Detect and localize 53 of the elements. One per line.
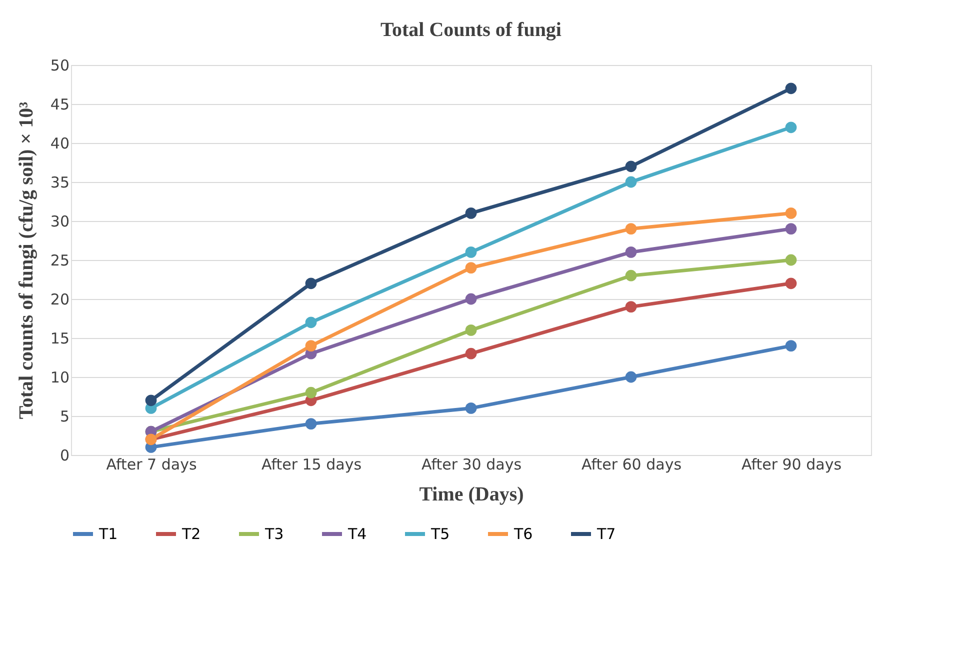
legend-label: T7 (596, 525, 616, 543)
legend-label: T3 (264, 525, 284, 543)
x-tick-label: After 15 days (261, 456, 362, 474)
y-tick-label: 5 (60, 408, 70, 426)
legend-label: T6 (513, 525, 533, 543)
y-tick-label: 30 (50, 212, 70, 230)
x-tick-label: After 60 days (581, 456, 682, 474)
y-tick-label: 20 (50, 290, 70, 308)
point (305, 418, 317, 430)
point (465, 348, 477, 360)
x-tick-label: After 30 days (421, 456, 522, 474)
point (305, 386, 317, 398)
point (785, 278, 797, 290)
point (305, 340, 317, 352)
point (785, 122, 797, 134)
point (785, 340, 797, 352)
point (305, 278, 317, 290)
y-tick-label: 35 (50, 174, 70, 192)
legend-label: T5 (430, 525, 450, 543)
y-tick-label: 45 (50, 96, 70, 114)
point (625, 176, 637, 188)
point (625, 270, 637, 282)
point (625, 301, 637, 312)
y-axis-title: Total counts of fungi (cfu/g soil) × 10³ (15, 102, 38, 420)
x-axis-title: Time (Days) (419, 484, 524, 506)
legend-label: T2 (181, 525, 201, 543)
y-tick-label: 25 (50, 252, 70, 270)
y-tick-label: 40 (50, 134, 70, 152)
point (625, 223, 637, 234)
point (785, 208, 797, 219)
legend-label: T1 (98, 525, 118, 543)
chart-title: Total Counts of fungi (380, 19, 562, 41)
point (465, 324, 477, 336)
y-tick-label: 15 (50, 330, 70, 348)
y-tick-label: 50 (50, 56, 70, 74)
point (145, 394, 157, 406)
legend-label: T4 (347, 525, 367, 543)
point (465, 208, 477, 219)
x-tick-label: After 7 days (106, 456, 197, 474)
y-tick-label: 10 (50, 368, 70, 386)
point (785, 82, 797, 94)
point (465, 293, 477, 305)
x-tick-label: After 90 days (741, 456, 842, 474)
point (305, 316, 317, 328)
point (465, 246, 477, 258)
point (465, 262, 477, 274)
point (465, 402, 477, 414)
point (625, 246, 637, 258)
point (625, 371, 637, 383)
point (625, 160, 637, 172)
point (785, 223, 797, 234)
point (785, 254, 797, 266)
y-tick-label: 0 (60, 446, 70, 464)
